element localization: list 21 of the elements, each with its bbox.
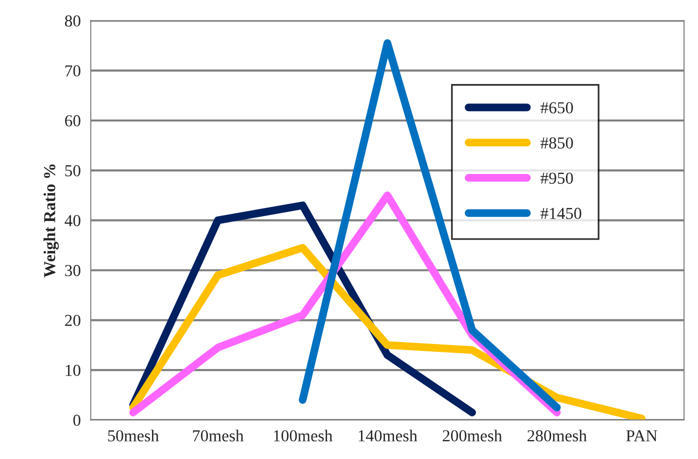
legend-label: #850: [540, 137, 573, 149]
legend-label: #1450: [540, 208, 582, 220]
y-tick-label: 40: [64, 215, 80, 226]
x-tick-label: 200mesh: [442, 430, 502, 442]
y-tick-label: 60: [65, 115, 80, 126]
x-tick-label: 70mesh: [193, 430, 244, 442]
y-tick-label: 70: [65, 65, 80, 77]
legend-label: #950: [540, 172, 573, 184]
y-tick-label: 30: [65, 264, 80, 276]
y-tick-label: 10: [66, 364, 80, 376]
x-tick-label: 50mesh: [108, 430, 159, 442]
y-tick-label: 50: [65, 165, 80, 176]
y-axis-title: Weight Ratio %: [44, 164, 59, 278]
y-tick-label: 20: [65, 314, 80, 326]
legend-label: #650: [540, 102, 573, 114]
x-tick-label: 140mesh: [358, 430, 418, 442]
y-tick-label: 80: [64, 15, 80, 27]
x-tick-label: PAN: [626, 430, 658, 442]
x-tick-label: 280mesh: [528, 430, 587, 442]
x-tick-label: 100mesh: [274, 430, 333, 442]
y-tick-label: 0: [73, 414, 80, 426]
